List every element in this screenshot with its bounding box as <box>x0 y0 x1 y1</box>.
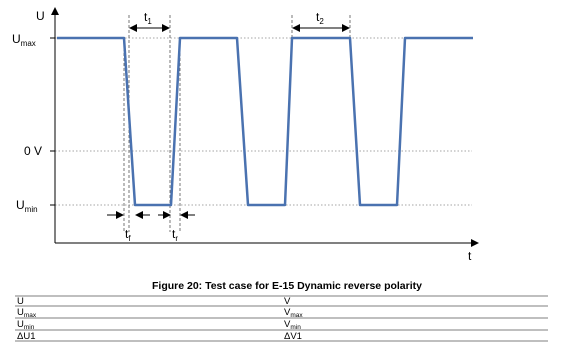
base: V <box>284 319 291 330</box>
x-axis-label: t <box>468 249 472 263</box>
cell: V <box>284 296 291 307</box>
sub: 1 <box>147 17 152 26</box>
caption: Figure 20: Test case for E-15 Dynamic re… <box>152 280 422 292</box>
cell: Vmin <box>284 319 301 331</box>
base: U <box>12 32 21 46</box>
base: t <box>172 227 176 241</box>
interval-label: tr <box>172 227 178 243</box>
cell: Umax <box>17 307 37 319</box>
sub: 2 <box>319 17 324 26</box>
sub: r <box>175 234 178 243</box>
cell: Umin <box>17 319 35 331</box>
base: t <box>144 10 148 24</box>
sub: min <box>24 324 35 331</box>
cell: ΔU1 <box>17 331 36 342</box>
y-axis-label: U <box>36 9 45 23</box>
base: V <box>284 307 291 318</box>
base: U <box>17 319 24 330</box>
sub: max <box>21 39 36 48</box>
sub: f <box>128 234 131 243</box>
base: U <box>17 307 24 318</box>
waveform <box>57 36 473 207</box>
interval-label: tf <box>125 227 131 243</box>
level-label: 0 V <box>24 144 42 158</box>
cell: ΔV1 <box>284 331 302 342</box>
level-label: Umin <box>16 198 38 214</box>
sub: max <box>24 312 37 319</box>
base: U <box>16 198 25 212</box>
interval-label: t1 <box>144 10 152 26</box>
base: t <box>125 227 129 241</box>
cell: Vmax <box>284 307 303 319</box>
base: t <box>316 10 320 24</box>
level-label: Umax <box>12 32 36 48</box>
diagram: U t Umax 0 V Umin t1 t2 tf tr <box>12 7 479 263</box>
sub: min <box>290 324 301 331</box>
sub: max <box>290 312 303 319</box>
interval-label: t2 <box>316 10 324 26</box>
cell: U <box>17 296 24 307</box>
table: U V Umax Vmax Umin Vmin ΔU1 ΔV1 <box>15 295 548 342</box>
sub: min <box>25 205 38 214</box>
